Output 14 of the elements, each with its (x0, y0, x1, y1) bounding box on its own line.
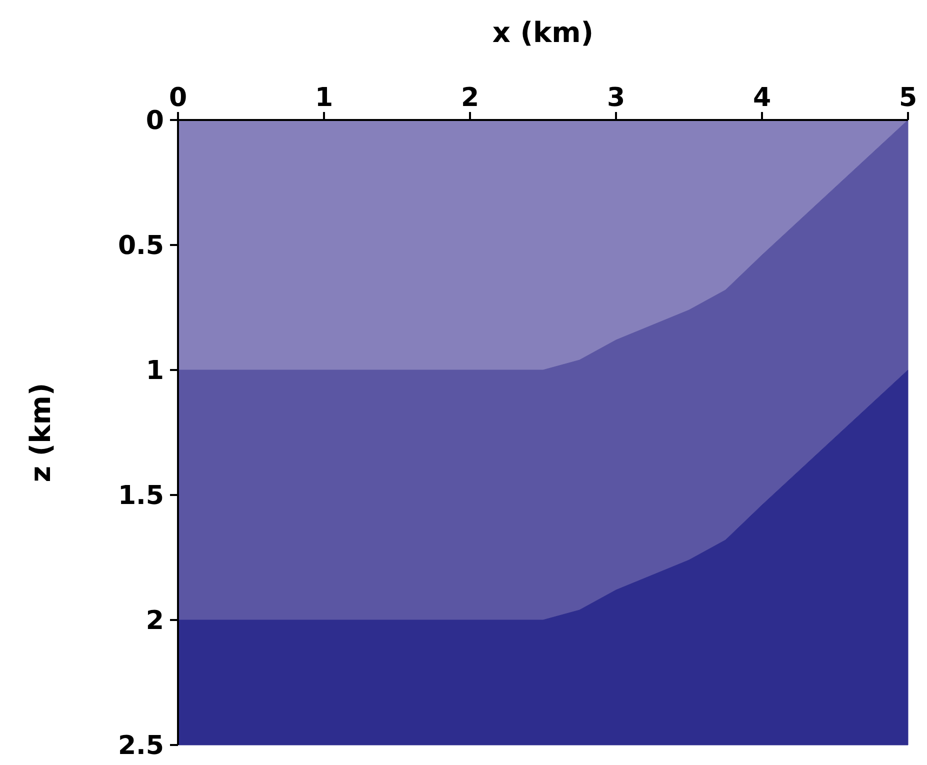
y-tick-label: 2.5 (118, 731, 164, 762)
y-tick-label: 0 (146, 106, 164, 136)
x-tick-label: 1 (314, 83, 334, 113)
y-tick-label: 1 (146, 356, 164, 386)
y-tick-label: 1.5 (118, 481, 164, 512)
x-tick-label: 4 (752, 83, 772, 113)
x-tick-label: 5 (898, 83, 918, 113)
y-tick-label: 2 (146, 606, 164, 636)
x-tick-label: 2 (460, 83, 480, 113)
y-tick-label: 0.5 (118, 231, 164, 262)
x-axis-title: x (km) (492, 16, 594, 49)
x-tick-label: 0 (168, 83, 188, 113)
y-axis-title: z (km) (24, 382, 57, 482)
x-tick-label: 3 (606, 83, 626, 113)
